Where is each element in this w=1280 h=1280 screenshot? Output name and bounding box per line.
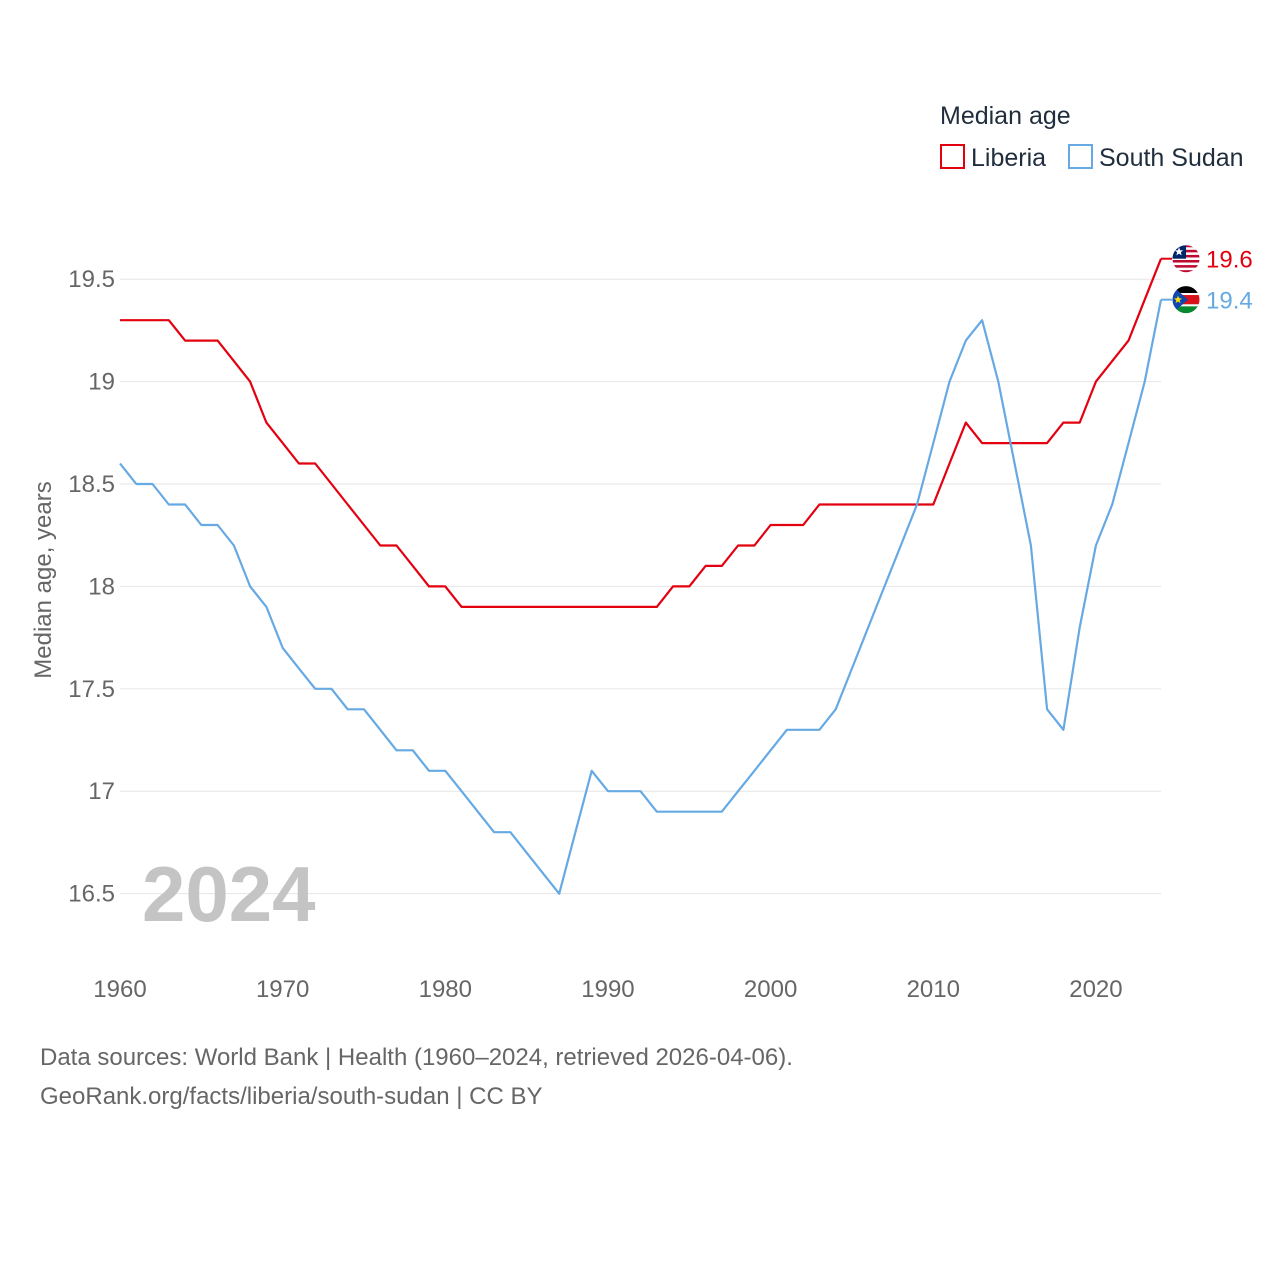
y-tick-label: 18 <box>88 573 115 600</box>
y-tick-label: 19 <box>88 369 115 396</box>
y-tick-label: 18.5 <box>68 471 115 498</box>
footer-sources: Data sources: World Bank | Health (1960–… <box>40 1044 793 1071</box>
y-tick-label: 19.5 <box>68 266 115 293</box>
liberia-flag-icon <box>1171 244 1201 274</box>
x-tick-label: 1980 <box>419 976 472 1003</box>
legend-title: Median age <box>940 102 1071 130</box>
y-axis-title: Median age, years <box>30 481 57 678</box>
y-axis-ticks: 16.5 17 17.5 18 18.5 19 19.5 <box>68 266 115 907</box>
legend: Median age Liberia South Sudan <box>940 102 1244 172</box>
y-tick-label: 17.5 <box>68 676 115 703</box>
x-tick-label: 2010 <box>907 976 960 1003</box>
end-value-label-liberia: 19.6 <box>1206 247 1253 274</box>
x-tick-label: 1960 <box>93 976 146 1003</box>
legend-label-south-sudan[interactable]: South Sudan <box>1099 144 1244 172</box>
south-sudan-flag-icon <box>1171 285 1201 315</box>
series-line-south-sudan[interactable] <box>119 299 1163 895</box>
footer-attribution[interactable]: GeoRank.org/facts/liberia/south-sudan | … <box>40 1083 543 1110</box>
series-lines <box>119 258 1163 895</box>
series-line-liberia[interactable] <box>120 258 1163 609</box>
x-tick-label: 2020 <box>1069 976 1122 1003</box>
x-tick-label: 1970 <box>256 976 309 1003</box>
x-tick-label: 2000 <box>744 976 797 1003</box>
y-tick-label: 17 <box>88 778 115 805</box>
y-tick-label: 16.5 <box>68 881 115 908</box>
x-axis-ticks: 1960 1970 1980 1990 2000 2010 2020 <box>93 976 1122 1003</box>
legend-label-liberia[interactable]: Liberia <box>971 144 1046 172</box>
gridlines <box>120 278 1161 895</box>
x-tick-label: 1990 <box>581 976 634 1003</box>
legend-swatch-liberia[interactable] <box>940 144 965 169</box>
legend-swatch-south-sudan[interactable] <box>1068 144 1093 169</box>
end-value-label-south-sudan: 19.4 <box>1206 288 1253 315</box>
year-watermark: 2024 <box>142 850 316 938</box>
end-markers: 19.6 19.4 <box>1161 244 1253 315</box>
